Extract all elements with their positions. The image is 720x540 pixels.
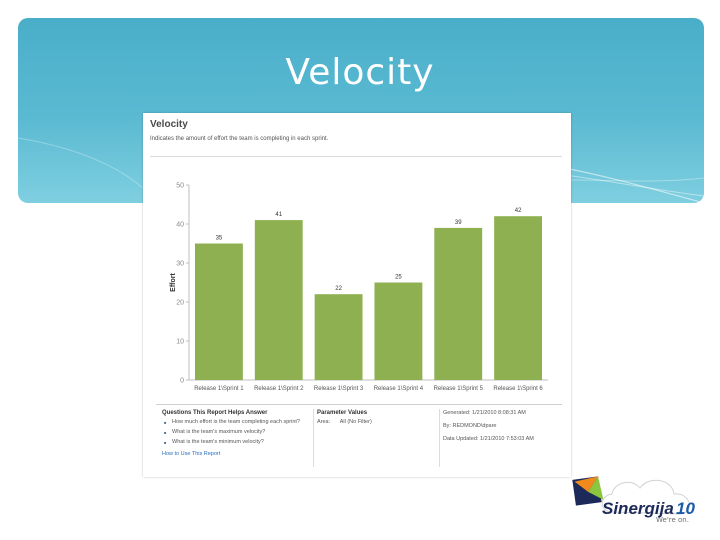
velocity-chart: 0 10 20 30 40 50 Effort 35 Release 1\Sprint 1 41… xyxy=(170,183,548,392)
y-tick-label: 50 xyxy=(176,183,184,190)
question-item: What is the team's maximum velocity? xyxy=(164,429,307,436)
question-item: What is the team's minimum velocity? xyxy=(164,439,307,446)
how-to-use-link[interactable]: How to Use This Report xyxy=(162,451,221,457)
area-label: Area: xyxy=(317,419,331,425)
bar-5 xyxy=(434,227,483,380)
chart-bars xyxy=(194,216,543,380)
y-tick-label: 0 xyxy=(180,378,184,385)
y-tick-label: 10 xyxy=(176,339,184,346)
chart-axes: 0 10 20 30 40 50 Effort xyxy=(170,183,548,385)
bar-3 xyxy=(314,294,363,380)
data-label: 22 xyxy=(335,286,342,292)
data-label: 39 xyxy=(455,220,462,226)
report-separator xyxy=(150,156,562,157)
chart-labels: 35 Release 1\Sprint 1 41 Release 1\Sprint 2… xyxy=(194,208,543,392)
data-label: 35 xyxy=(216,236,223,242)
y-axis-label: Effort xyxy=(170,273,177,292)
meta-section: Generated: 1/21/2010 8:08:31 AM By: REDM… xyxy=(443,410,561,449)
cloud-shape xyxy=(601,479,690,515)
report-title: Velocity xyxy=(150,119,188,130)
slide-title: Velocity xyxy=(285,52,435,93)
x-category-label: Release 1\Sprint 6 xyxy=(493,386,543,392)
x-category-label: Release 1\Sprint 3 xyxy=(314,386,364,392)
question-item: How much effort is the team completing e… xyxy=(164,419,307,426)
sinergija-logo: Sinergija 10 xyxy=(572,476,695,518)
logo-text-number: 10 xyxy=(676,499,695,518)
x-category-label: Release 1\Sprint 2 xyxy=(254,386,304,392)
generated-text: Generated: 1/21/2010 8:08:31 AM xyxy=(443,410,526,416)
y-tick-label: 20 xyxy=(176,300,184,307)
bar-6 xyxy=(494,216,543,380)
report-description: Indicates the amount of effort the team … xyxy=(150,136,329,142)
logo-text-main: Sinergija xyxy=(602,499,674,518)
footer-divider xyxy=(439,409,440,467)
logo-emblem-green xyxy=(588,476,604,500)
area-value: All (No Filter) xyxy=(339,419,372,425)
report-footer: Questions This Report Helps Answer How m… xyxy=(156,404,562,473)
data-label: 25 xyxy=(395,275,402,281)
bar-4 xyxy=(374,282,423,380)
x-category-label: Release 1\Sprint 5 xyxy=(434,386,484,392)
logo-emblem-orange xyxy=(574,476,599,492)
generated-by-text: By: REDMOND\dpare xyxy=(443,423,497,429)
data-label: 42 xyxy=(515,208,522,214)
bar-1 xyxy=(194,243,243,380)
report-panel: Velocity Indicates the amount of effort … xyxy=(143,113,571,477)
y-tick-label: 40 xyxy=(176,222,184,229)
questions-section: Questions This Report Helps Answer How m… xyxy=(162,410,307,457)
x-category-label: Release 1\Sprint 1 xyxy=(194,386,244,392)
footer-divider xyxy=(313,409,314,467)
logo-tagline: We're on. xyxy=(656,516,689,524)
y-tick-label: 30 xyxy=(176,261,184,268)
questions-title: Questions This Report Helps Answer xyxy=(162,410,268,416)
data-updated-text: Data Updated: 1/21/2010 7:53:03 AM xyxy=(443,436,534,442)
parameters-title: Parameter Values xyxy=(317,410,368,416)
data-label: 41 xyxy=(275,212,282,218)
bar-2 xyxy=(254,220,303,380)
x-category-label: Release 1\Sprint 4 xyxy=(374,386,424,392)
parameters-section: Parameter Values Area: All (No Filter) xyxy=(317,410,437,425)
